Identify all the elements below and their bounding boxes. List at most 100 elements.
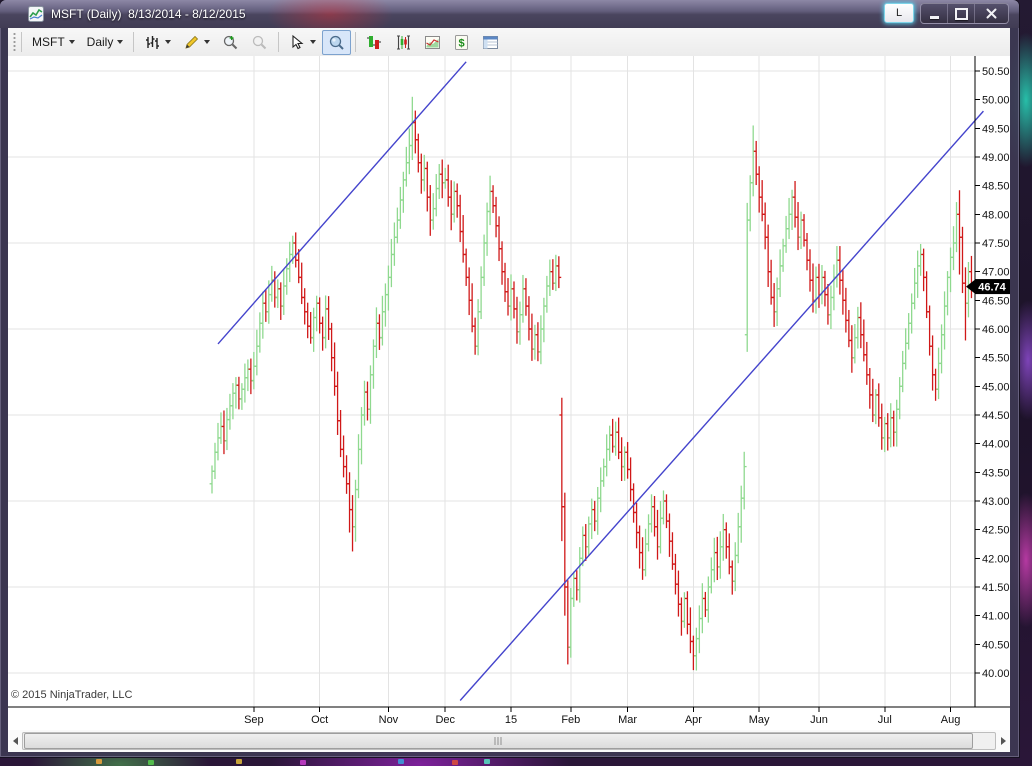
ohlc-bar[interactable]: [481, 234, 487, 286]
ohlc-bar[interactable]: [574, 570, 580, 601]
ohlc-bar[interactable]: [209, 465, 215, 494]
chart-trader-button[interactable]: [360, 30, 389, 55]
ohlc-bar[interactable]: [493, 196, 499, 238]
ohlc-bar[interactable]: [427, 185, 433, 236]
ohlc-bar[interactable]: [747, 175, 753, 232]
ohlc-bar[interactable]: [762, 202, 768, 250]
ohlc-bar[interactable]: [921, 248, 927, 292]
ohlc-bar[interactable]: [765, 224, 771, 287]
ohlc-bar[interactable]: [403, 146, 409, 187]
ohlc-bar[interactable]: [451, 181, 457, 223]
zoom-in-button[interactable]: [216, 30, 245, 55]
ohlc-bar[interactable]: [356, 434, 361, 499]
ohlc-bar[interactable]: [275, 279, 281, 309]
zoom-out-button[interactable]: [245, 30, 274, 55]
ohlc-bar[interactable]: [278, 282, 284, 320]
ohlc-bar[interactable]: [696, 605, 702, 654]
ohlc-bar[interactable]: [326, 296, 332, 340]
ohlc-bar[interactable]: [732, 542, 738, 592]
data-grid-button[interactable]: [476, 30, 505, 55]
ohlc-bar[interactable]: [347, 472, 352, 533]
ohlc-bar[interactable]: [912, 267, 918, 310]
ohlc-bar[interactable]: [607, 425, 613, 461]
scroll-left-button[interactable]: [8, 733, 22, 749]
ohlc-bar[interactable]: [825, 283, 831, 325]
chart-style-button[interactable]: [389, 30, 418, 55]
ohlc-bar[interactable]: [448, 180, 454, 231]
ohlc-bar[interactable]: [224, 407, 230, 451]
ohlc-bar[interactable]: [257, 312, 263, 353]
ohlc-bar[interactable]: [867, 368, 873, 409]
ohlc-bar[interactable]: [816, 263, 822, 308]
close-button[interactable]: [975, 4, 1008, 23]
ohlc-bar[interactable]: [777, 249, 783, 298]
ohlc-bar[interactable]: [879, 403, 885, 450]
ohlc-bar[interactable]: [218, 412, 224, 444]
ohlc-bar[interactable]: [514, 296, 520, 344]
trendline[interactable]: [459, 110, 984, 701]
ohlc-bar[interactable]: [634, 502, 639, 549]
ohlc-bar[interactable]: [362, 380, 367, 426]
ohlc-bar[interactable]: [374, 307, 379, 359]
ohlc-bar[interactable]: [783, 215, 789, 253]
ohlc-bar[interactable]: [792, 180, 798, 228]
ohlc-bar[interactable]: [532, 324, 538, 360]
ohlc-bar[interactable]: [595, 486, 601, 535]
ohlc-bar[interactable]: [882, 416, 888, 453]
ohlc-bar[interactable]: [756, 166, 762, 213]
ohlc-bar[interactable]: [320, 316, 326, 351]
ohlc-bar[interactable]: [245, 359, 251, 392]
ohlc-bar[interactable]: [538, 315, 544, 365]
ohlc-bar[interactable]: [251, 351, 257, 390]
ohlc-bar[interactable]: [885, 413, 891, 451]
ohlc-bar[interactable]: [714, 536, 720, 581]
drawing-tools-button[interactable]: [177, 30, 216, 55]
ohlc-bar[interactable]: [849, 325, 855, 373]
ohlc-bar[interactable]: [466, 267, 472, 316]
ohlc-bar[interactable]: [915, 250, 921, 298]
ohlc-bar[interactable]: [720, 513, 726, 561]
ohlc-bar[interactable]: [541, 297, 547, 343]
ohlc-bar[interactable]: [505, 278, 511, 316]
ohlc-bar[interactable]: [906, 313, 912, 350]
scrollbar-track[interactable]: [22, 732, 996, 750]
ohlc-bar[interactable]: [409, 96, 415, 161]
ohlc-bar[interactable]: [903, 328, 909, 370]
ohlc-bar[interactable]: [359, 407, 364, 465]
ohlc-bar[interactable]: [649, 494, 654, 533]
ohlc-bar[interactable]: [786, 197, 792, 240]
instrument-link-button[interactable]: L: [884, 3, 914, 23]
ohlc-bar[interactable]: [305, 302, 311, 339]
toolbar-grip-handle[interactable]: [12, 33, 17, 51]
ohlc-bar[interactable]: [897, 377, 903, 420]
ohlc-bar[interactable]: [688, 607, 693, 654]
ohlc-bar[interactable]: [741, 451, 747, 510]
ohlc-bar[interactable]: [550, 259, 556, 290]
ohlc-bar[interactable]: [496, 216, 502, 262]
scroll-right-button[interactable]: [996, 733, 1010, 749]
ohlc-bar[interactable]: [442, 167, 448, 189]
ohlc-bar[interactable]: [386, 265, 391, 311]
ohlc-bar[interactable]: [248, 358, 254, 395]
ohlc-bar[interactable]: [652, 496, 657, 537]
ohlc-bar[interactable]: [840, 270, 846, 315]
ohlc-bar[interactable]: [236, 376, 242, 410]
ohlc-bar[interactable]: [601, 458, 607, 487]
ohlc-bar[interactable]: [625, 442, 631, 479]
ohlc-bar[interactable]: [676, 570, 681, 617]
ohlc-bar[interactable]: [239, 383, 245, 410]
ohlc-bar[interactable]: [708, 557, 714, 594]
ohlc-bar[interactable]: [526, 296, 532, 341]
ohlc-bar[interactable]: [807, 249, 813, 292]
ohlc-bar[interactable]: [750, 125, 756, 197]
ohlc-bar[interactable]: [230, 383, 236, 420]
ohlc-bar[interactable]: [933, 368, 938, 401]
ohlc-bar[interactable]: [520, 274, 526, 323]
ohlc-bar[interactable]: [951, 226, 956, 271]
ohlc-bar[interactable]: [780, 238, 786, 272]
ohlc-bar[interactable]: [774, 277, 780, 327]
ohlc-bar[interactable]: [400, 171, 406, 213]
ohlc-bar[interactable]: [646, 514, 651, 552]
ohlc-bar[interactable]: [227, 393, 233, 430]
ohlc-bar[interactable]: [469, 283, 475, 333]
